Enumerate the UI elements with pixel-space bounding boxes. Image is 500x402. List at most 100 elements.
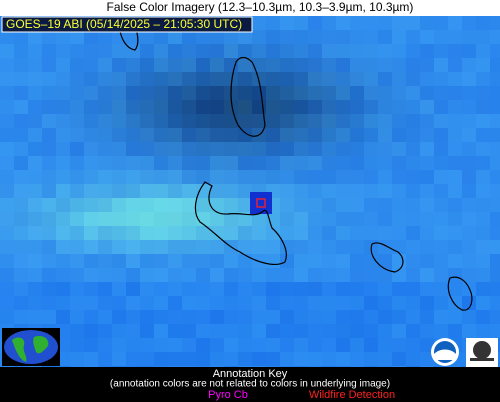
image-tile: [154, 324, 168, 338]
image-tile: [392, 310, 406, 324]
image-tile: [112, 268, 126, 282]
image-tile: [84, 184, 98, 198]
image-tile: [112, 128, 126, 142]
image-tile: [42, 254, 56, 268]
image-tile: [238, 86, 252, 100]
image-tile: [392, 240, 406, 254]
image-tile: [462, 44, 476, 58]
image-tile: [280, 58, 294, 72]
image-tile: [392, 198, 406, 212]
image-tile: [364, 30, 378, 44]
image-tile: [364, 184, 378, 198]
image-tile: [490, 296, 500, 310]
image-tile: [476, 296, 490, 310]
image-tile: [42, 226, 56, 240]
image-tile: [56, 254, 70, 268]
image-tile: [448, 240, 462, 254]
image-tile: [0, 310, 14, 324]
image-tile: [224, 58, 238, 72]
image-tile: [420, 44, 434, 58]
image-tile: [378, 44, 392, 58]
image-tile: [378, 100, 392, 114]
image-tile: [70, 184, 84, 198]
image-tile: [112, 44, 126, 58]
image-tile: [294, 296, 308, 310]
image-tile: [350, 240, 364, 254]
image-tile: [0, 296, 14, 310]
image-tile: [42, 296, 56, 310]
image-tile: [126, 240, 140, 254]
image-tile: [98, 240, 112, 254]
image-tile: [42, 184, 56, 198]
image-tile: [0, 226, 14, 240]
image-tile: [294, 142, 308, 156]
image-tile: [56, 282, 70, 296]
image-tile: [112, 86, 126, 100]
image-tile: [112, 198, 126, 212]
image-tile: [392, 352, 406, 366]
image-tile: [280, 30, 294, 44]
image-tile: [0, 240, 14, 254]
image-tile: [14, 366, 28, 367]
title: False Color Imagery (12.3–10.3µm, 10.3–3…: [107, 0, 414, 14]
image-tile: [28, 310, 42, 324]
image-tile: [364, 198, 378, 212]
image-tile: [280, 16, 294, 30]
image-tile: [252, 16, 266, 30]
image-tile: [364, 100, 378, 114]
image-tile: [378, 282, 392, 296]
image-tile: [266, 44, 280, 58]
image-tile: [56, 44, 70, 58]
image-tile: [168, 254, 182, 268]
image-tile: [490, 254, 500, 268]
image-tile: [280, 324, 294, 338]
image-tile: [154, 338, 168, 352]
image-tile: [28, 282, 42, 296]
image-tile: [196, 352, 210, 366]
image-tile: [392, 282, 406, 296]
image-tile: [336, 114, 350, 128]
image-tile: [364, 16, 378, 30]
image-tile: [210, 310, 224, 324]
image-tile: [238, 170, 252, 184]
image-tile: [140, 226, 154, 240]
image-tile: [238, 310, 252, 324]
image-tile: [196, 184, 210, 198]
image-tile: [490, 310, 500, 324]
image-tile: [42, 30, 56, 44]
image-tile: [70, 30, 84, 44]
image-tile: [378, 226, 392, 240]
image-tile: [56, 226, 70, 240]
image-tile: [84, 128, 98, 142]
image-tile: [434, 198, 448, 212]
image-tile: [98, 72, 112, 86]
image-tile: [238, 366, 252, 367]
image-tile: [350, 282, 364, 296]
image-tile: [378, 254, 392, 268]
image-tile: [126, 338, 140, 352]
image-tile: [42, 72, 56, 86]
image-tile: [490, 184, 500, 198]
image-tile: [56, 366, 70, 367]
image-tile: [350, 44, 364, 58]
image-tile: [364, 128, 378, 142]
image-tile: [448, 58, 462, 72]
image-tile: [308, 58, 322, 72]
image-tile: [378, 338, 392, 352]
image-tile: [392, 114, 406, 128]
image-tile: [28, 212, 42, 226]
image-tile: [490, 72, 500, 86]
image-tile: [308, 86, 322, 100]
image-tile: [210, 254, 224, 268]
image-tile: [462, 170, 476, 184]
image-tile: [434, 240, 448, 254]
image-tile: [238, 184, 252, 198]
image-tile: [392, 226, 406, 240]
legend-title: Annotation Key: [213, 368, 288, 380]
image-tile: [70, 58, 84, 72]
image-tile: [252, 240, 266, 254]
image-tile: [364, 44, 378, 58]
image-tile: [294, 58, 308, 72]
image-tile: [112, 184, 126, 198]
image-tile: [126, 254, 140, 268]
